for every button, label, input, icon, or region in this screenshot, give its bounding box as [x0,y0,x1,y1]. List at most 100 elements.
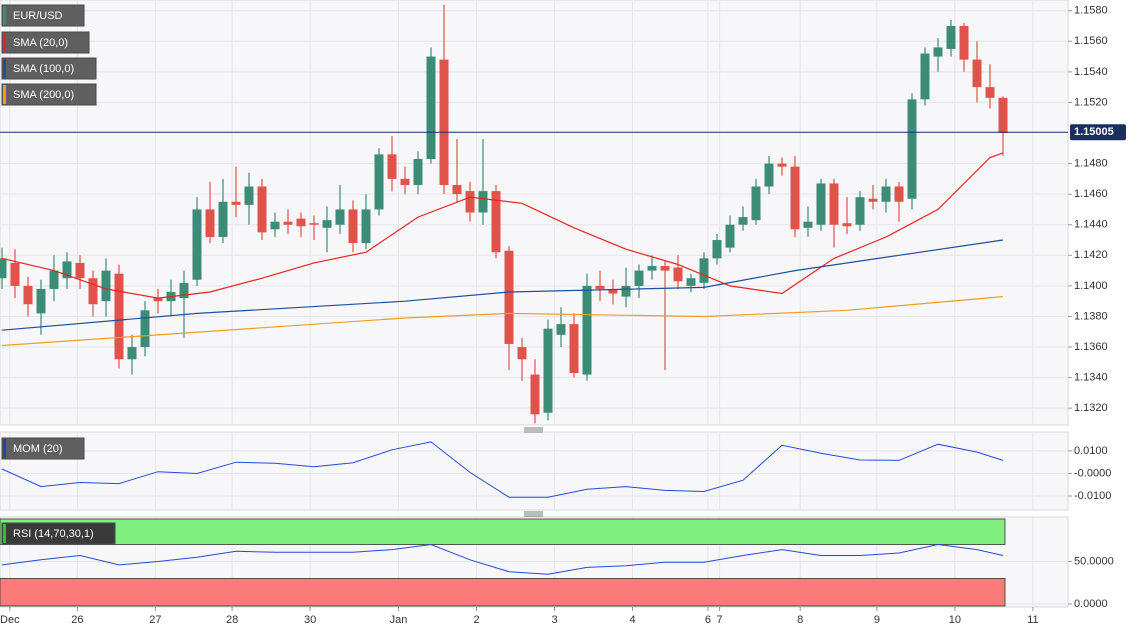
y-tick-label: 1.1340 [1074,372,1108,384]
candle-body [309,223,319,225]
y-tick-label: 1.1460 [1074,188,1108,200]
x-tick-label: 30 [304,614,316,626]
candle-body [777,163,787,167]
candle-body [192,209,202,280]
candle-body [400,178,410,185]
legend-swatch [3,439,6,458]
sma-line [1,296,1004,347]
candle-body [387,154,397,179]
panel-layer: 1.1580 1.1560 1.1540 1.1520 1.1480 1.1460 1.14… [0,0,1126,425]
candle-body [712,240,722,259]
y-tick-label: 1.1540 [1074,66,1108,78]
x-tick-label: 26 [71,614,83,626]
candle-body [452,184,462,195]
candle-body [894,186,904,202]
candle-body [465,191,475,213]
candle-body [504,250,514,344]
candle-body [244,186,254,205]
candle-body [725,224,735,248]
legend-box [1,4,85,27]
legend-swatch [3,33,6,52]
candle-body [88,278,98,305]
candle-body [686,278,696,286]
legend-box [1,31,90,54]
candle-body [283,221,293,225]
candle-body [49,270,59,289]
candle-body [569,324,579,374]
candle-body [998,97,1008,134]
x-tick-label: Jan [390,614,408,626]
y-tick-label: 1.1440 [1074,219,1108,231]
candle-body [855,197,865,225]
legend-box [1,522,116,545]
candle-body [374,154,384,210]
price-panel [0,0,1069,426]
y-tick-label: 50.0000 [1074,555,1114,567]
candle-body [231,201,241,205]
candle-body [62,261,72,279]
candle-body [816,183,826,225]
candle-body [621,285,631,297]
candle-body [829,183,839,225]
candle-body [348,209,358,244]
candle-body [478,191,488,213]
last-price-label: 1.15005 [1074,126,1114,138]
candle-body [23,285,33,305]
candle-body [517,347,527,360]
legend-swatch [3,6,6,25]
legend-item: SMA (20,0) [1,31,90,54]
candle-body [556,324,566,335]
panel-layer: 0.0100 -0.0000 -0.0100 [0,432,1111,510]
candle-body [595,285,605,289]
sma-line [1,152,1004,299]
y-tick-label: -0.0100 [1074,490,1111,502]
candle-body [0,258,7,279]
legend-box [1,437,85,460]
x-tick-label: 2 [473,614,479,626]
sma-line [1,239,1004,331]
candle-body [491,191,501,253]
legend-item: MOM (20) [1,437,85,460]
x-tick-label: 7 [717,614,723,626]
y-tick-label: 0.0100 [1074,445,1108,457]
x-tick-label: 28 [226,614,238,626]
candle-body [738,217,748,225]
candle-body [36,288,46,314]
candle-body [296,218,306,227]
candle-body [647,266,657,271]
candle-body [439,59,449,185]
candle-body [608,288,618,294]
y-tick-label: 1.1360 [1074,341,1108,353]
indicator-line [1,543,1004,575]
x-tick-label: 3 [551,614,557,626]
legend-label: SMA (100,0) [13,63,74,75]
legend-label: SMA (200,0) [13,89,74,101]
y-tick-label: -0.0000 [1074,467,1111,479]
legend-item: SMA (200,0) [1,83,97,106]
x-tick-label: Dec [0,614,20,626]
candle-body [335,209,345,225]
x-tick-label: 6 [705,614,711,626]
panel-handle[interactable] [524,427,543,433]
oversold-band [0,578,1006,607]
mom-panel [0,431,1069,511]
x-tick-label: 8 [797,614,803,626]
y-tick-label: 1.1420 [1074,249,1108,261]
candle-body [257,186,267,233]
y-tick-label: 1.1380 [1074,310,1108,322]
candle-body [946,25,956,49]
panel-layer: 50.0000 0.0000 [0,517,1114,610]
legend-item: EUR/USD [1,4,85,27]
y-tick-label: 1.1400 [1074,280,1108,292]
candle-body [699,258,709,283]
candle-body [673,267,683,282]
candle-body [179,282,189,299]
y-tick-label: 1.1320 [1074,402,1108,414]
y-tick-label: 1.1580 [1074,5,1108,17]
panel-handle[interactable] [524,511,543,517]
candle-body [101,270,111,302]
candle-body [764,163,774,187]
candle-body [218,201,228,237]
candle-body [803,221,813,228]
